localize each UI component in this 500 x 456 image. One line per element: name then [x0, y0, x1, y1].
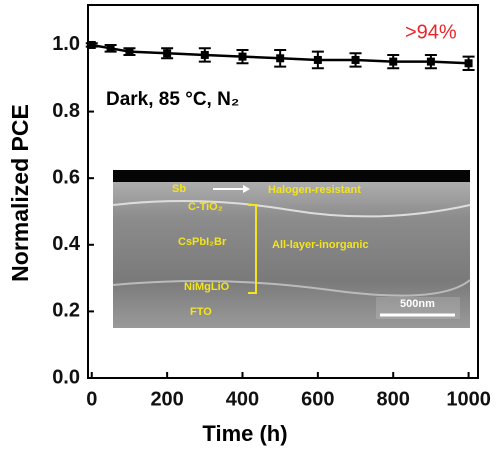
x-tick-label: 400 [226, 388, 259, 410]
point [351, 55, 360, 64]
scale-label: 500nm [400, 298, 435, 310]
x-tick-label: 200 [150, 388, 183, 410]
annotation: Dark, 85 °C, N₂ [106, 89, 239, 110]
arrow-head [243, 185, 250, 193]
inset-label: FTO [190, 306, 212, 318]
y-tick-label: 0.0 [52, 366, 80, 388]
x-axis-title: Time (h) [202, 421, 287, 446]
inset-label: All-layer-inorganic [272, 239, 369, 251]
y-tick-label: 0.2 [52, 300, 80, 322]
annotation: >94% [405, 21, 457, 43]
point [163, 49, 172, 58]
point [125, 47, 134, 56]
y-tick-label: 0.8 [52, 100, 80, 122]
x-tick-label: 0 [86, 388, 97, 410]
sem-image [113, 170, 470, 328]
point [426, 57, 435, 66]
layer-edge [112, 200, 471, 218]
sb-layer [113, 170, 470, 182]
x-tick-label: 600 [301, 388, 334, 410]
inset-label: Halogen-resistant [268, 184, 361, 196]
y-tick-label: 0.6 [52, 166, 80, 188]
y-tick-label: 1.0 [52, 33, 80, 55]
point [200, 50, 209, 59]
plot-frame [87, 4, 479, 379]
inset-label: NiMgLiO [184, 281, 230, 293]
y-tick-label: 0.4 [52, 233, 81, 255]
point [87, 40, 96, 49]
point [276, 54, 285, 63]
point [238, 52, 247, 61]
point [106, 44, 115, 53]
y-axis-title: Normalized PCE [7, 104, 33, 282]
point [313, 55, 322, 64]
layer-edge [112, 279, 471, 297]
inset-label: C-TiO₂ [188, 201, 223, 213]
bracket [248, 204, 257, 294]
inset: Sb Halogen-resistant C-TiO₂ CsPbI₂Br All… [112, 170, 471, 328]
inset-label: Sb [172, 183, 186, 195]
point [464, 59, 473, 68]
inset-label: CsPbI₂Br [178, 236, 227, 248]
x-tick-label: 800 [377, 388, 410, 410]
x-tick-label: 1000 [446, 388, 491, 410]
point [389, 57, 398, 66]
